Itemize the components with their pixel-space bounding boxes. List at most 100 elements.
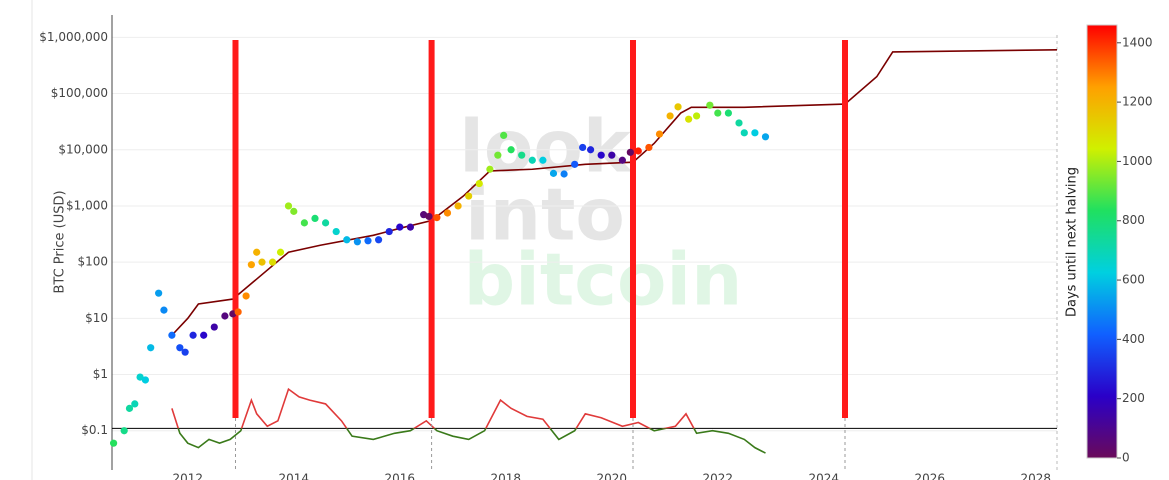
price-point <box>751 129 759 137</box>
x-tick-label: 2028 <box>1021 472 1052 480</box>
price-point <box>518 151 526 159</box>
price-point <box>626 148 634 156</box>
watermark: look <box>459 105 633 189</box>
price-point <box>692 112 701 120</box>
oscillator-line-below <box>177 428 766 454</box>
y-tick-label: $1 <box>93 367 108 381</box>
x-tick-label: 2020 <box>597 472 628 480</box>
price-point <box>343 236 351 244</box>
price-point <box>258 258 266 266</box>
price-point <box>284 202 293 210</box>
colorbar-tick-label: 400 <box>1122 332 1145 346</box>
price-point <box>242 292 250 300</box>
watermark: bitcoin <box>464 238 743 322</box>
price-point <box>155 289 163 297</box>
price-point <box>136 373 144 381</box>
colorbar <box>1086 24 1118 459</box>
price-point <box>454 202 462 210</box>
x-tick-label: 2022 <box>703 472 734 480</box>
price-point <box>597 151 605 159</box>
price-point <box>465 192 473 200</box>
y-tick-label: $100,000 <box>51 86 108 100</box>
y-tick-label: $0.1 <box>81 423 108 437</box>
price-point <box>364 237 372 245</box>
price-point <box>290 207 298 215</box>
price-point <box>176 344 184 352</box>
y-tick-label: $1,000 <box>66 198 108 212</box>
price-point <box>160 306 168 314</box>
price-point <box>406 223 414 231</box>
price-point <box>125 404 134 412</box>
y-tick-label: $100 <box>77 255 108 269</box>
price-point <box>486 165 494 173</box>
price-point <box>528 156 536 164</box>
y-tick-label: $10,000 <box>58 142 108 156</box>
colorbar-tick-label: 600 <box>1122 273 1145 287</box>
colorbar-label: Days until next halving <box>1065 167 1080 317</box>
price-point <box>234 308 242 316</box>
price-point <box>374 236 383 244</box>
price-point <box>300 219 308 227</box>
watermark: into <box>465 173 625 257</box>
price-point <box>443 209 452 217</box>
price-point <box>579 143 587 152</box>
price-point <box>539 156 547 164</box>
colorbar-tick-label: 0 <box>1122 451 1130 465</box>
colorbar-tick-label: 1400 <box>1122 35 1153 49</box>
price-point <box>655 130 664 138</box>
y-tick-label: $1,000,000 <box>39 30 108 44</box>
price-point <box>141 376 149 384</box>
price-point <box>353 238 361 246</box>
price-point <box>120 427 128 435</box>
x-tick-label: 2014 <box>279 472 310 480</box>
y-axis-label: BTC Price (USD) <box>53 190 68 293</box>
price-point <box>645 143 653 152</box>
price-point <box>740 129 748 137</box>
price-point <box>634 147 642 155</box>
price-point <box>268 258 277 266</box>
x-tick-label: 2026 <box>915 472 946 480</box>
colorbar-tick-label: 800 <box>1122 213 1145 227</box>
price-point <box>433 214 441 222</box>
price-point <box>714 109 722 117</box>
price-point <box>181 348 189 356</box>
price-point <box>618 156 626 164</box>
price-point <box>666 112 674 120</box>
x-tick-label: 2012 <box>173 472 204 480</box>
price-point <box>210 323 218 331</box>
price-point <box>425 212 433 221</box>
x-tick-label: 2024 <box>809 472 840 480</box>
price-point <box>385 227 393 236</box>
colorbar-tick-label: 1200 <box>1122 95 1153 109</box>
price-point <box>189 331 197 339</box>
y-tick-label: $10 <box>85 311 108 325</box>
price-point <box>494 151 502 159</box>
price-point <box>706 101 714 109</box>
price-point <box>221 312 229 320</box>
price-point <box>685 115 693 123</box>
colorbar-tick-label: 200 <box>1122 391 1145 405</box>
price-point <box>332 227 340 236</box>
price-point <box>168 331 176 339</box>
price-point <box>147 344 155 352</box>
price-point <box>500 131 508 140</box>
x-tick-label: 2018 <box>491 472 522 480</box>
price-point <box>571 160 579 168</box>
price-point <box>200 331 208 339</box>
price-point <box>131 400 139 408</box>
price-point <box>608 151 616 159</box>
price-point <box>586 146 595 154</box>
price-point <box>321 219 330 227</box>
price-point <box>253 248 261 256</box>
colorbar-tick-label: 1000 <box>1122 154 1153 168</box>
price-point <box>560 170 568 178</box>
price-point <box>396 223 404 231</box>
price-point <box>761 133 770 141</box>
price-point <box>674 103 682 111</box>
price-point <box>276 248 285 256</box>
price-point <box>475 179 483 188</box>
price-point <box>247 261 255 269</box>
price-point <box>735 119 743 127</box>
